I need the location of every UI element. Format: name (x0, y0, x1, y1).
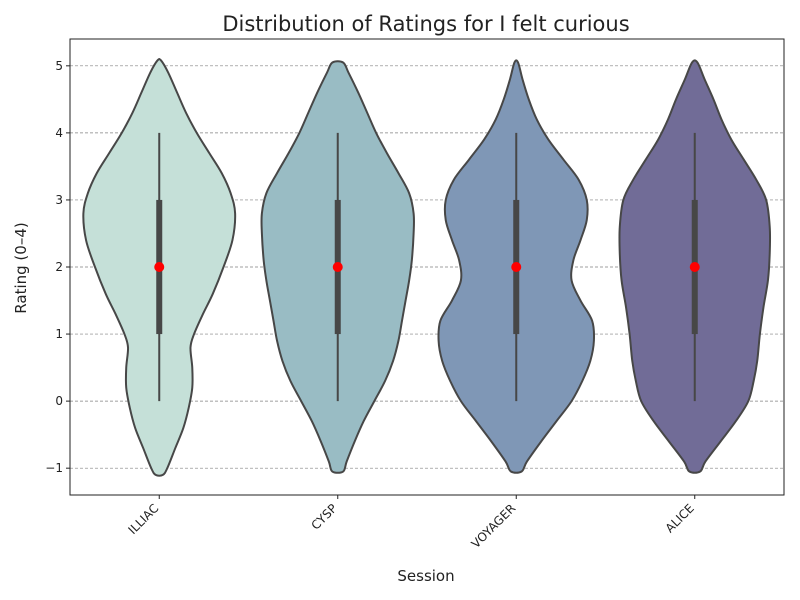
violin-median-point (511, 262, 522, 272)
y-tick-label: 4 (55, 126, 63, 140)
y-tick-label: 2 (55, 260, 63, 274)
y-tick-label: 5 (55, 59, 63, 73)
violin-median-point (689, 262, 700, 272)
violin-median-point (154, 262, 165, 272)
chart-title: Distribution of Ratings for I felt curio… (222, 12, 629, 36)
y-axis-label: Rating (0–4) (12, 222, 30, 313)
violin-median-point (332, 262, 343, 272)
y-tick-label: 0 (55, 394, 63, 408)
x-axis-label: Session (397, 567, 454, 585)
violin-group (82, 57, 772, 477)
y-tick-label: 1 (55, 327, 63, 341)
y-axis-ticks: −1 0 1 2 3 4 5 (45, 59, 70, 475)
y-tick-label: 3 (55, 193, 63, 207)
y-tick-label: −1 (45, 461, 63, 475)
